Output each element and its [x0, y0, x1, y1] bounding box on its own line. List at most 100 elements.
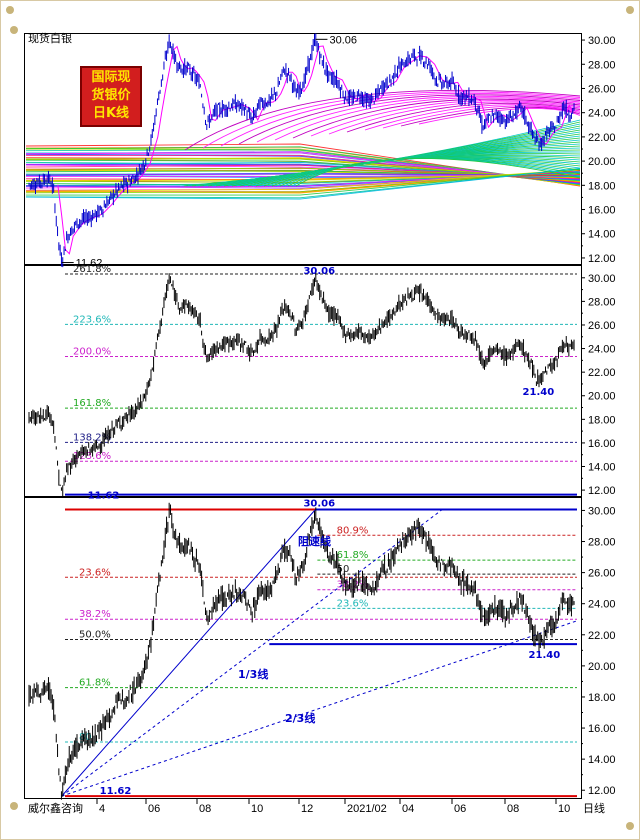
x-tick-label: 06: [148, 803, 160, 815]
corner-dot: [6, 6, 14, 14]
y-tick-label: 26.00: [588, 568, 616, 580]
y-tick-label: 20.00: [588, 156, 616, 168]
speed-line-1-3: [61, 509, 443, 797]
low-label: 11.62: [76, 258, 103, 270]
one-third-line-label: 1/3线: [238, 667, 268, 681]
x-tick-label: 04: [402, 803, 414, 815]
ma-short: [57, 45, 574, 255]
y-tick-label: 28.00: [588, 296, 616, 308]
ma-arc: [364, 104, 581, 131]
high-label: 30.06: [329, 34, 357, 46]
y-tick-label: 22.00: [588, 630, 616, 642]
corner-dots: [6, 6, 634, 830]
retrace-level-label: 80: [79, 732, 92, 743]
ma-band: [25, 152, 581, 184]
fib-level-label: 223.6%: [73, 314, 111, 325]
footer-period: 日线: [583, 801, 605, 815]
y-tick-label: 26.00: [588, 83, 616, 95]
speed-line-main: [61, 509, 316, 797]
high-label: 30.06: [303, 266, 335, 277]
ma-arc: [238, 94, 581, 145]
retrace-level-label: 50.0%: [79, 629, 111, 640]
y-tick-label: 16.00: [588, 438, 616, 450]
x-tick-label: 10: [251, 803, 263, 815]
x-tick-label: 2021/02: [347, 803, 387, 815]
corner-dot: [10, 802, 18, 810]
ma-arc: [418, 108, 581, 125]
y-tick-label: 18.00: [588, 180, 616, 192]
badge-line-2: 货银价: [91, 87, 131, 103]
y-tick-label: 14.00: [588, 229, 616, 241]
fib-level-label: 261.8%: [73, 264, 111, 275]
corner-dot: [626, 6, 634, 14]
y-tick-label: 16.00: [588, 205, 616, 217]
retrace-level-label: 23.6%: [79, 567, 111, 578]
ma-band: [25, 146, 581, 185]
y-tick-label: 28.00: [588, 59, 616, 71]
y-tick-label: 14.00: [588, 754, 616, 766]
y-tick-label: 30.00: [588, 35, 616, 47]
ma-arc: [382, 105, 581, 129]
instrument-label: 现货白银: [28, 31, 72, 45]
panel-3-border: [24, 497, 582, 799]
panel-2-layer: 261.8% 223.6% 200.0% 161.8% 138.2% 123.6% 30.0…: [28, 264, 577, 502]
corner-dot: [626, 822, 634, 830]
x-tick-label: 08: [199, 803, 211, 815]
y-tick-label: 12.00: [588, 485, 616, 497]
low-label: 11.62: [100, 786, 132, 797]
resistance-line-label: 阻速线: [298, 534, 331, 548]
x-tick-label: 4: [99, 803, 105, 815]
silver-badge: 国际现 货银价 日K线: [80, 66, 142, 127]
y-tick-label: 30.00: [588, 505, 616, 517]
y-tick-label: 18.00: [588, 692, 616, 704]
fib-level-label: 161.8%: [73, 398, 111, 409]
y-tick-label: 24.00: [588, 108, 616, 120]
y-tick-label: 22.00: [588, 367, 616, 379]
x-tick-label: 12: [301, 803, 313, 815]
fib-level-label: 200.0%: [73, 346, 111, 357]
retrace2-level-label: 80.9%: [337, 525, 369, 536]
y-tick-label: 22.00: [588, 132, 616, 144]
speed-line-2-3: [61, 620, 578, 797]
ma-arc: [274, 97, 581, 141]
x-tick-label: 10: [558, 803, 570, 815]
corner-dot: [10, 26, 18, 34]
y-tick-label: 28.00: [588, 537, 616, 549]
ma-band: [25, 167, 581, 178]
y-tick-label: 20.00: [588, 391, 616, 403]
y-tick-label: 24.00: [588, 599, 616, 611]
fib-level-label: 138.2%: [73, 432, 111, 443]
ma-arc: [184, 89, 581, 151]
ma-arc: [292, 98, 581, 139]
retrace-level-label: 61.8%: [79, 678, 111, 689]
ma-fan-line: [295, 158, 581, 187]
y-tick-label: 16.00: [588, 723, 616, 735]
fib-level-label: 123.6%: [73, 451, 111, 462]
ma-arc: [256, 95, 581, 143]
axes-layer: 30.00 28.00 26.00 24.00 22.00 20.00 18.00 16.00…: [96, 35, 616, 815]
retrace2-level-label: 23.6%: [337, 598, 369, 609]
footer-source: 威尔鑫咨询: [28, 801, 83, 815]
panel-1-layer: 30.06 11.62: [25, 33, 581, 270]
y-tick-label: 30.00: [588, 273, 616, 285]
low-label-2: 21.40: [529, 650, 561, 661]
y-tick-label: 12.00: [588, 785, 616, 797]
x-tick-label: 08: [507, 803, 519, 815]
ma-arc: [328, 101, 581, 135]
two-third-line-label: 2/3线: [285, 711, 315, 725]
y-tick-label: 26.00: [588, 320, 616, 332]
panel-3-layer: 23.6%38.2%50.0%61.8%8080.9%61.8%5038.2%2…: [28, 499, 578, 800]
y-tick-label: 18.00: [588, 414, 616, 426]
low-label-2: 21.40: [523, 387, 555, 398]
retrace-level-label: 38.2%: [79, 609, 111, 620]
ma-arc: [346, 102, 581, 133]
ma-arc: [310, 100, 581, 137]
x-tick-label: 06: [454, 803, 466, 815]
low-label: 11.62: [88, 491, 120, 502]
y-tick-label: 12.00: [588, 253, 616, 265]
high-label: 30.06: [303, 499, 335, 510]
y-tick-label: 20.00: [588, 661, 616, 673]
badge-line-3: 日K线: [93, 105, 129, 121]
